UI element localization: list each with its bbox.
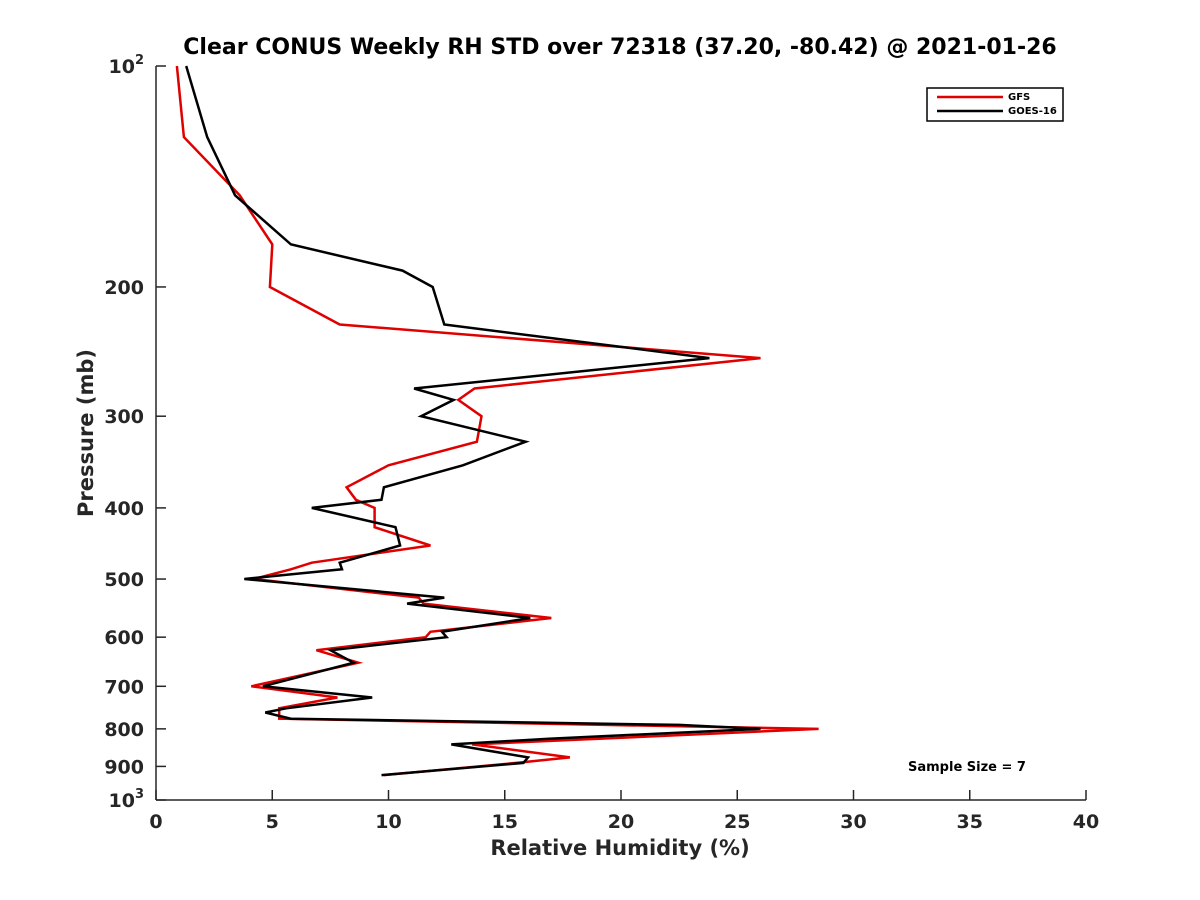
legend-label-goes16: GOES-16 xyxy=(1008,106,1057,117)
x-tick-label: 25 xyxy=(724,811,750,833)
y-tick-label: 103 xyxy=(109,787,145,812)
y-axis-ticks: 102 200 300 400 500 600 700 800 900 103 xyxy=(104,53,166,812)
x-tick-label: 15 xyxy=(492,811,518,833)
y-tick-label: 300 xyxy=(104,406,144,428)
y-tick-label: 800 xyxy=(104,719,144,741)
x-tick-label: 20 xyxy=(608,811,634,833)
legend: GFS GOES-16 xyxy=(926,87,1064,122)
y-axis-label: Pressure (mb) xyxy=(74,349,98,517)
chart-title: Clear CONUS Weekly RH STD over 72318 (37… xyxy=(183,35,1056,60)
y-tick-label: 700 xyxy=(104,676,144,698)
y-tick-label: 200 xyxy=(104,277,144,299)
series-line-goes16 xyxy=(185,65,761,777)
x-axis-label: Relative Humidity (%) xyxy=(490,836,749,860)
y-tick-label: 600 xyxy=(104,627,144,649)
legend-label-gfs: GFS xyxy=(1008,92,1030,103)
x-tick-label: 40 xyxy=(1073,811,1099,833)
x-tick-label: 0 xyxy=(149,811,162,833)
x-tick-label: 10 xyxy=(375,811,401,833)
y-tick-label: 400 xyxy=(104,498,144,520)
x-tick-label: 5 xyxy=(266,811,279,833)
series-line-gfs xyxy=(175,65,819,777)
y-tick-label: 900 xyxy=(104,756,144,778)
plot-lines xyxy=(175,65,819,777)
legend-box xyxy=(926,87,1064,122)
y-tick-label: 102 xyxy=(109,53,145,78)
x-axis-ticks: 0 5 10 15 20 25 30 35 40 xyxy=(149,790,1099,833)
x-tick-label: 35 xyxy=(957,811,983,833)
y-tick-label: 500 xyxy=(104,569,144,591)
x-tick-label: 30 xyxy=(840,811,866,833)
sample-size-annotation: Sample Size = 7 xyxy=(908,760,1026,775)
